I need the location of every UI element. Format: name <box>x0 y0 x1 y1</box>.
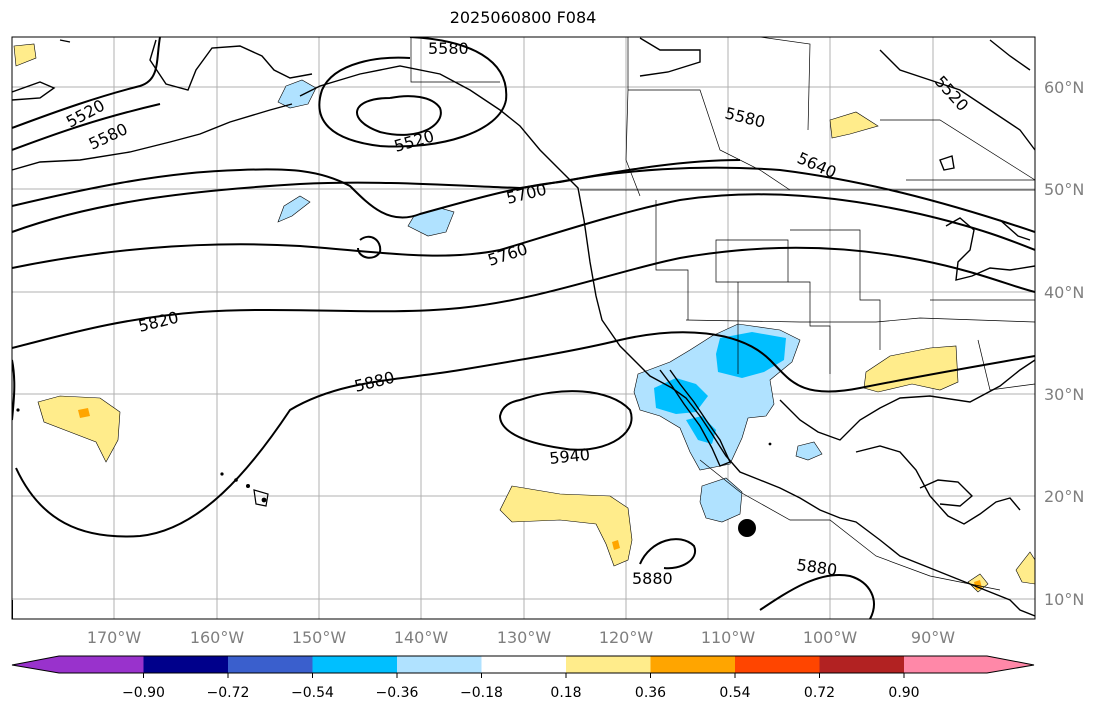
coastlines <box>12 37 1035 617</box>
lon-tick-label: 120°W <box>599 628 654 647</box>
colorbar-tick-label: 0.18 <box>550 685 581 701</box>
latitude-ticks: 60°N 50°N 40°N 30°N 20°N 10°N <box>1044 78 1084 609</box>
lat-tick-label: 30°N <box>1044 385 1084 404</box>
colorbar-tick-label: −0.72 <box>207 685 250 701</box>
lon-tick-label: 170°W <box>87 628 142 647</box>
colorbar-block <box>481 656 566 673</box>
longitude-ticks: 170°W 160°W 150°W 140°W 130°W 120°W 110°… <box>87 628 955 647</box>
lon-tick-label: 160°W <box>190 628 245 647</box>
colorbar-tick-label: 0.72 <box>804 685 835 701</box>
contour-label: 5640 <box>794 148 839 182</box>
political-boundaries <box>410 37 1035 591</box>
lat-tick-label: 40°N <box>1044 283 1084 302</box>
colorbar-tick-label: −0.18 <box>460 685 503 701</box>
colorbar-block <box>312 656 397 673</box>
colorbar-extend-low <box>12 656 144 673</box>
colorbar-tick-label: −0.90 <box>122 685 165 701</box>
map-frame <box>11 36 1036 620</box>
colorbar-outline <box>11 655 1035 674</box>
colorbar-block <box>143 656 228 673</box>
lon-tick-label: 110°W <box>701 628 756 647</box>
colorbar-block <box>819 656 904 673</box>
colorbar-block <box>397 656 482 673</box>
contour-label: 5760 <box>485 239 530 270</box>
contour-label: 5880 <box>352 368 396 396</box>
lon-tick-label: 150°W <box>292 628 347 647</box>
height-contours <box>12 37 1035 619</box>
contour-label: 5580 <box>723 103 767 131</box>
colorbar-block <box>650 656 735 673</box>
contour-label: 5880 <box>632 569 673 588</box>
lon-tick-label: 140°W <box>394 628 449 647</box>
lon-tick-label: 100°W <box>803 628 858 647</box>
contour-label: 5520 <box>392 126 436 155</box>
islands <box>16 408 772 503</box>
colorbar-block <box>735 656 820 673</box>
lat-tick-label: 10°N <box>1044 590 1084 609</box>
map-title: 2025060800 F084 <box>449 8 597 27</box>
lat-tick-label: 50°N <box>1044 180 1084 199</box>
storm-center-dot <box>738 519 756 537</box>
hawaii-outline <box>253 489 269 507</box>
colorbar-extend-high <box>904 656 1034 673</box>
contour-label: 5580 <box>428 39 469 58</box>
colorbar-tick-label: 0.54 <box>719 685 750 701</box>
lon-tick-label: 130°W <box>497 628 552 647</box>
lat-tick-label: 60°N <box>1044 78 1084 97</box>
lat-tick-label: 20°N <box>1044 487 1084 506</box>
contour-label: 5700 <box>504 180 548 208</box>
positive-anomaly-shading <box>13 43 1035 593</box>
colorbar-tick-label: 0.90 <box>888 685 919 701</box>
contour-label: 5880 <box>795 555 838 579</box>
colorbar-tick-label: 0.36 <box>635 685 666 701</box>
contour-label: 5580 <box>86 119 131 153</box>
contour-label: 5820 <box>136 308 180 336</box>
colorbar-tick-label: −0.54 <box>291 685 334 701</box>
colorbar-block <box>566 656 651 673</box>
colorbar-block <box>228 656 313 673</box>
contour-label: 5940 <box>548 445 590 468</box>
lon-tick-label: 90°W <box>911 628 955 647</box>
colorbar: −0.90 −0.72 −0.54 −0.36 −0.18 0.18 0.36 0.54 0.7… <box>11 655 1035 701</box>
gridlines <box>12 37 1035 619</box>
colorbar-tick-label: −0.36 <box>376 685 419 701</box>
